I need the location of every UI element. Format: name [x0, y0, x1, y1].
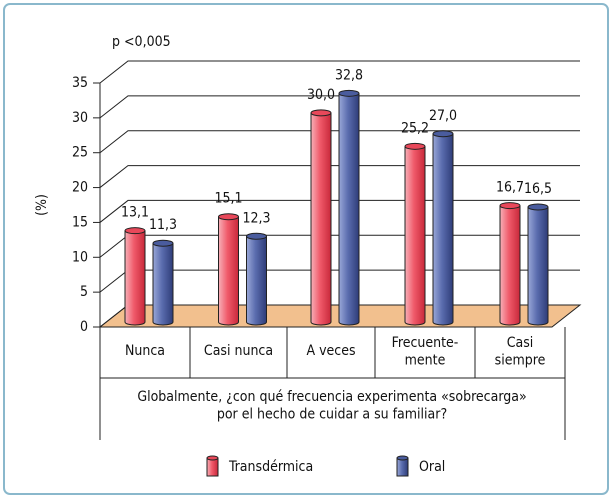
- annotation: p <0,005: [112, 34, 171, 50]
- bar: [500, 205, 520, 322]
- data-label: 16,7: [496, 180, 524, 196]
- x-tick-label: A veces: [306, 343, 355, 359]
- bar: [125, 230, 145, 322]
- x-tick-label: Casi siempre: [495, 335, 546, 369]
- y-tick-label: 20: [72, 180, 88, 196]
- data-label: 27,0: [429, 108, 457, 124]
- bar-top: [152, 239, 174, 247]
- grid-line: [99, 95, 580, 119]
- data-label: 12,3: [242, 210, 270, 226]
- grid-line: [99, 130, 580, 154]
- frame: [3, 3, 609, 495]
- y-tick-label: 5: [80, 284, 88, 300]
- y-tick-label: 35: [72, 75, 88, 91]
- bar: [339, 93, 359, 322]
- legend-swatch: [396, 457, 409, 477]
- x-tick-label: Nunca: [125, 343, 165, 359]
- y-tick-label: 15: [72, 214, 88, 230]
- legend-swatch-top: [206, 455, 219, 461]
- data-label: 25,2: [401, 120, 429, 136]
- grid-line: [99, 60, 580, 84]
- data-label: 15,1: [214, 191, 242, 207]
- legend-swatch: [206, 457, 219, 477]
- y-tick-label: 10: [72, 249, 88, 265]
- bar-top: [310, 109, 332, 117]
- data-label: 30,0: [307, 87, 335, 103]
- bar: [433, 133, 453, 322]
- x-axis-label: Globalmente, ¿con qué frecuencia experim…: [137, 389, 526, 423]
- y-tick-label: 25: [72, 145, 88, 161]
- y-tick-label: 0: [80, 319, 88, 335]
- legend-swatch-top: [396, 455, 409, 461]
- data-label: 32,8: [335, 67, 363, 83]
- bar-top: [432, 130, 454, 138]
- bar: [405, 146, 425, 322]
- x-tick-label: Frecuente-mente: [392, 335, 459, 369]
- legend-label: Oral: [419, 459, 445, 475]
- x-tick-label: Casi nunca: [204, 343, 273, 359]
- bar-top: [499, 202, 521, 210]
- data-label: 16,5: [524, 181, 552, 197]
- data-label: 11,3: [149, 217, 177, 233]
- bar-top: [246, 232, 267, 240]
- grid-line: [99, 165, 580, 188]
- bar: [246, 236, 267, 322]
- bar: [218, 216, 239, 322]
- y-axis-label: (%): [34, 194, 50, 216]
- bar: [153, 243, 173, 322]
- bar-top: [527, 203, 549, 211]
- bar: [311, 112, 331, 322]
- y-tick-label: 30: [72, 110, 88, 126]
- bar-top: [404, 142, 426, 150]
- grid-line: [99, 199, 580, 223]
- bar-top: [338, 89, 360, 97]
- bar-top: [124, 227, 146, 235]
- bar-top: [218, 213, 239, 221]
- legend-label: Transdérmica: [228, 459, 313, 475]
- data-label: 13,1: [121, 205, 149, 221]
- bar: [528, 206, 548, 322]
